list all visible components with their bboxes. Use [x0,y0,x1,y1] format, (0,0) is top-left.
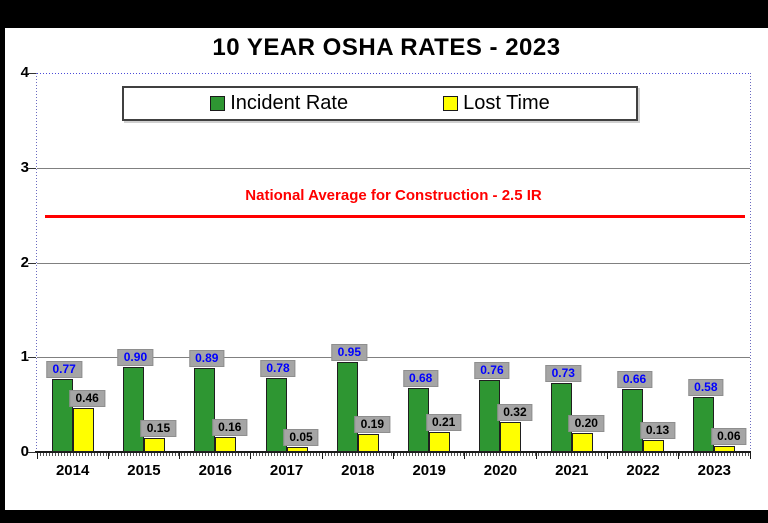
incident-rate-value-2017: 0.78 [260,360,296,377]
legend-item-lost-time: Lost Time [443,92,550,115]
x-axis-label-2018: 2018 [341,462,375,479]
y-axis-label-2: 2 [20,253,29,271]
gridline-1 [37,357,750,359]
lost-time-swatch-icon [443,96,459,111]
reference-line [45,215,745,219]
incident-rate-value-2023: 0.58 [688,379,724,396]
lost-time-bar-2017 [286,447,308,452]
lost-time-bar-2019 [429,432,451,452]
legend: Incident Rate Lost Time [122,86,638,121]
incident-rate-value-2020: 0.76 [474,362,510,379]
chart-panel: 10 YEAR OSHA RATES - 2023 Incident Rate … [5,28,768,510]
incident-rate-value-2019: 0.68 [402,370,439,387]
x-axis-line [35,451,751,453]
x-axis-tick [179,453,181,459]
x-axis-label-2016: 2016 [198,462,232,479]
chart-title: 10 YEAR OSHA RATES - 2023 [212,34,561,61]
x-axis-label-2015: 2015 [127,462,161,479]
y-axis-tick-1 [28,357,36,359]
lost-time-bar-2018 [357,434,379,452]
incident-rate-bar-2017 [265,378,287,452]
incident-rate-value-2021: 0.73 [545,365,581,382]
incident-rate-value-2018: 0.95 [331,344,368,361]
y-axis-label-1: 1 [20,348,29,366]
y-axis-label-4: 4 [20,64,29,81]
incident-rate-bar-2016 [194,368,216,452]
legend-label-lost-time: Lost Time [463,92,550,114]
incident-rate-value-2015: 0.90 [117,349,154,366]
x-axis-label-2014: 2014 [55,462,90,479]
x-axis-label-2023: 2023 [697,462,732,479]
y-axis-tick-2 [28,262,36,264]
y-axis-label-0: 0 [20,443,29,460]
y-axis-tick-4 [28,73,36,74]
x-axis-tick [678,453,680,459]
incident-rate-bar-2023 [693,397,715,452]
reference-line-label: National Average for Construction - 2.5 … [245,187,542,205]
y-axis-tick-0 [28,452,36,453]
x-axis-tick [107,453,109,459]
x-axis-tick [250,453,252,459]
lost-time-bar-2023 [714,446,736,452]
lost-time-value-2020: 0.32 [497,404,533,421]
incident-rate-bar-2015 [122,367,144,452]
lost-time-value-2015: 0.15 [140,420,177,437]
y-axis-tick-3 [28,167,36,169]
lost-time-value-2017: 0.05 [283,429,319,446]
lost-time-value-2021: 0.20 [568,415,604,432]
lost-time-bar-2015 [143,438,165,452]
lost-time-value-2019: 0.21 [425,414,462,431]
plot-border-right [750,73,751,452]
incident-rate-value-2014: 0.77 [46,361,82,378]
lost-time-value-2018: 0.19 [354,416,391,433]
incident-rate-bar-2022 [622,389,644,452]
incident-rate-value-2022: 0.66 [616,371,653,388]
x-axis-label-2022: 2022 [626,462,660,479]
x-axis-tick [393,453,394,459]
incident-rate-swatch-icon [210,96,226,111]
lost-time-bar-2014 [72,408,94,452]
y-axis-line [36,73,37,452]
plot-border-top [37,73,750,74]
incident-rate-bar-2014 [51,379,73,452]
x-axis-tick [606,453,608,459]
lost-time-bar-2022 [643,440,665,452]
lost-time-bar-2021 [571,433,593,452]
incident-rate-bar-2018 [336,362,358,452]
plot-area: National Average for Construction - 2.5 … [35,73,751,459]
legend-label-incident-rate: Incident Rate [230,92,349,114]
lost-time-value-2022: 0.13 [639,422,676,439]
x-axis-tick [749,453,751,459]
y-axis-label-3: 3 [20,158,29,176]
legend-item-incident-rate: Incident Rate [210,92,348,115]
lost-time-value-2023: 0.06 [711,428,747,445]
lost-time-value-2016: 0.16 [212,419,248,436]
x-axis-label-2019: 2019 [412,462,446,479]
x-axis-tick [36,453,38,459]
lost-time-bar-2016 [215,437,237,452]
gridline-2 [37,262,750,264]
x-axis-tick [464,453,466,459]
gridline-3 [37,167,750,169]
lost-time-value-2014: 0.46 [69,390,105,407]
incident-rate-value-2016: 0.89 [189,350,225,367]
x-axis-tick [535,453,537,459]
x-axis-label-2020: 2020 [483,462,518,479]
lost-time-bar-2020 [500,422,522,452]
x-axis-label-2017: 2017 [269,462,304,479]
x-axis-tick [321,453,323,459]
x-axis-label-2021: 2021 [555,462,589,479]
